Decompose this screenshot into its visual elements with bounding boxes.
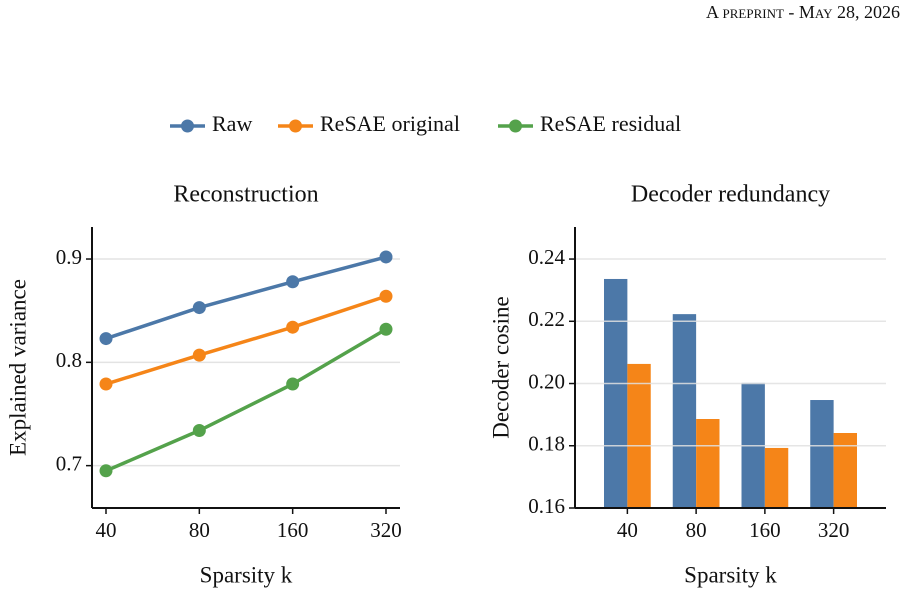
line [105,255,387,341]
y-tick-label: 0.8 [56,348,82,372]
y-tick-label: 0.20 [528,369,565,393]
bar [604,278,628,508]
point [192,424,206,438]
point [99,377,113,391]
y-tick-label: 0.24 [528,245,565,269]
y-tick-label: 0.18 [528,432,565,456]
bar [764,447,789,508]
chart-title: Decoder redundancy [631,182,830,208]
legend-label: ReSAE residual [540,111,681,136]
x-tick-label: 320 [818,518,850,542]
y-tick-label: 0.7 [56,451,82,475]
point [192,348,206,362]
legend-label: Raw [212,111,252,136]
bar [627,363,651,508]
legend-label: ReSAE original [320,111,460,136]
y-tick-label: 0.9 [56,245,82,269]
x-tick-label: 40 [617,518,638,542]
chart-title: Reconstruction [173,182,318,208]
header: A preprint - May 28, 2026 [706,2,900,22]
legend-marker [289,119,302,133]
point [286,320,300,334]
x-axis-label: Sparsity k [684,562,777,587]
point [379,322,393,336]
x-tick-label: 160 [749,518,781,542]
point [286,377,300,391]
x-tick-label: 40 [96,518,117,542]
x-axis-label: Sparsity k [200,562,293,587]
y-tick-label: 0.16 [528,494,565,518]
x-tick-label: 160 [277,518,309,542]
point [286,275,300,289]
legend-marker [509,119,522,133]
y-axis-label: Explained variance [5,279,30,456]
bar [810,400,834,508]
line [105,294,387,386]
line [105,327,387,473]
y-axis-label: Decoder cosine [488,296,513,438]
bar [833,433,857,508]
point [99,464,113,478]
point [379,289,393,303]
y-tick-label: 0.22 [528,307,565,331]
legend-marker [181,119,194,133]
x-tick-label: 80 [189,518,210,542]
bar [672,314,697,508]
x-tick-label: 80 [686,518,707,542]
x-tick-label: 320 [370,518,402,542]
point [192,301,206,315]
bar [696,419,720,508]
point [379,250,393,264]
point [99,332,113,346]
